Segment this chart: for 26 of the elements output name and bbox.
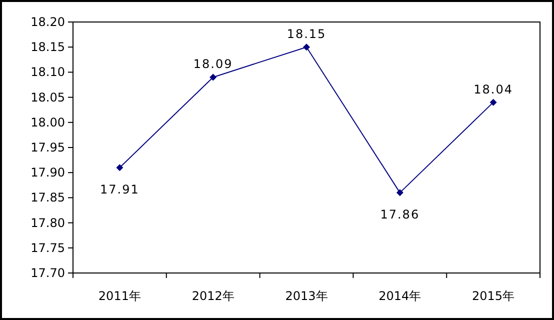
data-label: 17.86 (380, 208, 420, 222)
y-tick-label: 17.80 (30, 216, 65, 230)
y-tick-label: 17.95 (30, 140, 65, 154)
data-label: 18.04 (474, 82, 513, 96)
x-tick-label: 2013年 (285, 289, 328, 303)
x-tick-label: 2014年 (378, 289, 422, 303)
data-label: 17.91 (100, 182, 140, 197)
x-tick-label: 2012年 (192, 289, 234, 303)
x-tick-label: 2011年 (98, 289, 141, 303)
y-tick-label: 18.15 (30, 40, 65, 54)
y-tick-label: 17.75 (30, 240, 65, 255)
y-tick-label: 18.00 (30, 115, 65, 130)
y-tick-label: 17.70 (30, 266, 65, 280)
point (210, 74, 217, 81)
point (490, 98, 497, 106)
y-tick-label: 18.20 (30, 15, 65, 29)
y-tick-label: 17.90 (30, 166, 65, 180)
data-label: 18.09 (193, 57, 233, 72)
point (303, 44, 310, 51)
point (396, 189, 404, 196)
data-label: 18.15 (286, 27, 326, 42)
x-tick-label: 2015年 (472, 289, 515, 303)
y-tick-label: 18.10 (30, 65, 65, 80)
point (116, 164, 124, 172)
y-tick-label: 18.05 (30, 90, 65, 104)
y-tick-label: 17.85 (30, 190, 65, 205)
